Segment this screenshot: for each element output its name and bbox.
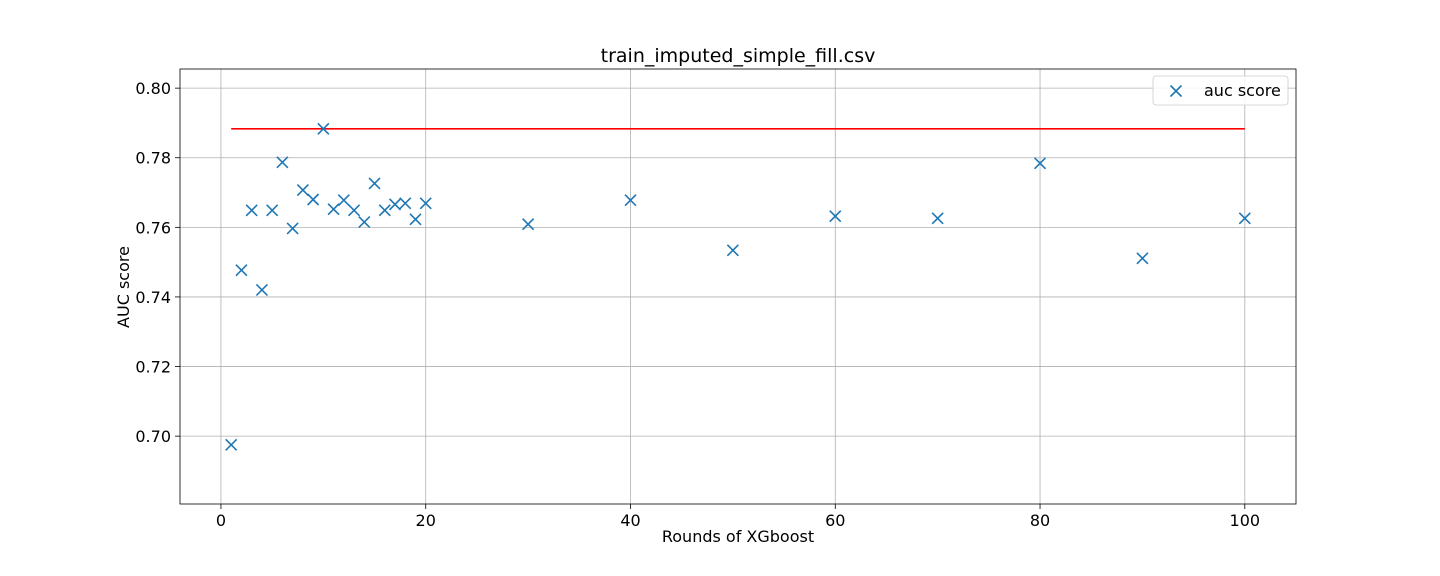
x-tick-label: 40 bbox=[620, 511, 640, 530]
data-point bbox=[1033, 157, 1047, 170]
data-point bbox=[931, 212, 944, 225]
x-tick-label: 0 bbox=[216, 511, 226, 530]
data-point bbox=[399, 197, 412, 210]
legend-box bbox=[1152, 75, 1289, 106]
data-point bbox=[419, 197, 432, 210]
data-point bbox=[296, 184, 309, 197]
data-point bbox=[266, 204, 279, 217]
ticks: 0 20 40 60 80 100 0.70 0.72 0.74 0.76 0.78 0.80 bbox=[135, 79, 1260, 530]
data-point bbox=[1136, 252, 1149, 265]
y-tick-label: 0.76 bbox=[135, 218, 171, 237]
data-point bbox=[286, 222, 299, 235]
data-point bbox=[327, 203, 340, 216]
legend-entry: auc score bbox=[1204, 81, 1281, 100]
data-point bbox=[358, 216, 371, 229]
data-point bbox=[726, 244, 739, 257]
data-point bbox=[409, 213, 422, 226]
grid bbox=[180, 69, 1296, 504]
plot-frame bbox=[179, 68, 1297, 505]
x-tick-label: 80 bbox=[1030, 511, 1050, 530]
data-point bbox=[829, 210, 842, 223]
data-point bbox=[1238, 212, 1251, 225]
data-point bbox=[307, 193, 320, 206]
data-point bbox=[235, 264, 248, 277]
data-point bbox=[347, 204, 361, 217]
data-point bbox=[225, 438, 238, 451]
data-point bbox=[368, 177, 381, 190]
legend: auc score bbox=[1152, 75, 1289, 106]
data-point bbox=[378, 204, 391, 217]
y-axis-label: AUC score bbox=[114, 246, 133, 328]
data-point bbox=[337, 194, 350, 207]
legend-marker-x bbox=[1169, 84, 1183, 98]
data-point bbox=[522, 218, 535, 231]
data-points bbox=[225, 122, 1251, 451]
data-point bbox=[317, 122, 330, 135]
legend-marker bbox=[1169, 84, 1183, 98]
data-point bbox=[255, 283, 268, 297]
data-point bbox=[245, 204, 258, 217]
y-tick-label: 0.70 bbox=[135, 427, 171, 446]
y-tick-label: 0.80 bbox=[135, 79, 171, 98]
y-tick-label: 0.72 bbox=[135, 358, 171, 377]
y-tick-label: 0.78 bbox=[135, 149, 171, 168]
data-point bbox=[276, 156, 289, 169]
chart-title: train_imputed_simple_fill.csv bbox=[601, 45, 876, 67]
x-tick-label: 100 bbox=[1230, 511, 1261, 530]
data-point bbox=[624, 194, 637, 207]
x-axis-label: Rounds of XGboost bbox=[662, 527, 814, 546]
data-point bbox=[388, 198, 402, 211]
x-tick-label: 20 bbox=[416, 511, 436, 530]
y-tick-label: 0.74 bbox=[135, 288, 171, 307]
x-tick-label: 60 bbox=[825, 511, 845, 530]
